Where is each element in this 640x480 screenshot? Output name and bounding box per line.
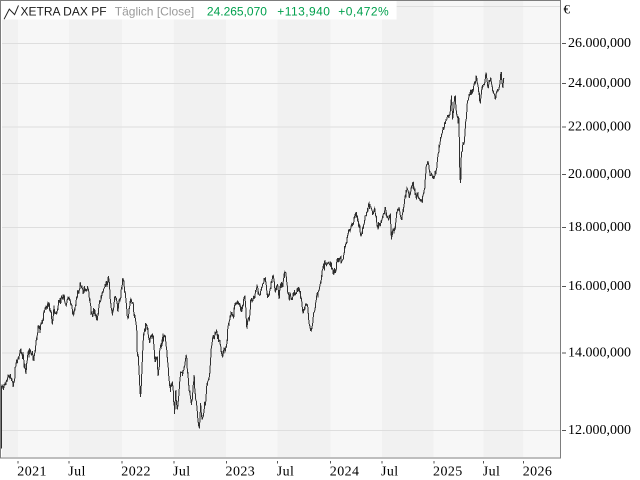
svg-text:+113,940: +113,940 <box>277 5 330 19</box>
svg-text:22.000,000: 22.000,000 <box>568 119 631 134</box>
svg-text:14.000,000: 14.000,000 <box>568 346 631 361</box>
svg-text:Jul: Jul <box>483 464 501 479</box>
svg-text:16.000,000: 16.000,000 <box>568 279 631 294</box>
svg-text:+0,472%: +0,472% <box>338 5 389 19</box>
svg-text:Jul: Jul <box>277 464 295 479</box>
svg-text:Jul: Jul <box>381 464 399 479</box>
svg-text:€: € <box>564 2 571 17</box>
svg-text:2022: 2022 <box>121 464 151 479</box>
svg-text:20.000,000: 20.000,000 <box>568 167 631 182</box>
svg-text:Jul: Jul <box>173 464 191 479</box>
svg-text:18.000,000: 18.000,000 <box>568 220 631 235</box>
svg-text:2021: 2021 <box>17 464 47 479</box>
svg-text:2025: 2025 <box>433 464 463 479</box>
svg-text:XETRA DAX PF: XETRA DAX PF <box>21 5 107 19</box>
svg-text:2026: 2026 <box>523 464 553 479</box>
svg-text:Täglich [Close]: Täglich [Close] <box>115 5 194 19</box>
svg-text:26.000,000: 26.000,000 <box>568 36 631 51</box>
svg-text:24.265,070: 24.265,070 <box>207 5 267 19</box>
svg-text:Jul: Jul <box>68 464 86 479</box>
svg-text:2023: 2023 <box>226 464 256 479</box>
svg-text:12.000,000: 12.000,000 <box>568 423 631 438</box>
svg-text:24.000,000: 24.000,000 <box>568 76 631 91</box>
svg-text:2024: 2024 <box>330 464 360 479</box>
